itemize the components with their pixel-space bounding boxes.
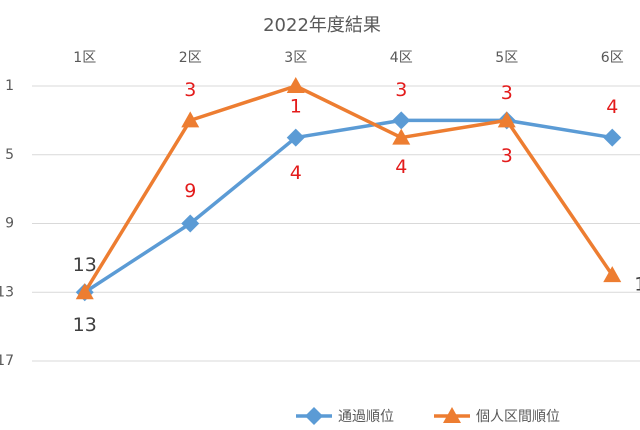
marker	[305, 407, 323, 425]
marker	[181, 214, 200, 233]
data-label: 3	[501, 82, 513, 104]
series-line	[83, 84, 614, 294]
marker	[392, 111, 411, 130]
x-tick-label: 3区	[284, 50, 307, 66]
marker	[75, 283, 94, 300]
y-tick-label: 17	[0, 353, 14, 369]
data-label: 4	[290, 162, 302, 184]
marker	[603, 266, 622, 283]
x-tick-label: 6区	[601, 50, 624, 66]
marker	[392, 128, 411, 145]
data-label: 13	[73, 254, 97, 276]
marker	[497, 111, 516, 128]
data-label: 1	[290, 96, 302, 118]
x-tick-label: 1区	[73, 50, 96, 66]
marker	[286, 128, 305, 147]
marker	[286, 77, 305, 93]
data-label: 3	[184, 79, 196, 101]
data-label: 4	[606, 96, 618, 118]
marker	[603, 128, 622, 147]
data-label: 12	[634, 274, 640, 296]
legend-label: 個人区間順位	[476, 409, 560, 425]
y-tick-label: 13	[0, 284, 14, 300]
data-label: 4	[395, 156, 407, 178]
data-label: 3	[501, 145, 513, 167]
data-label: 3	[395, 79, 407, 101]
x-tick-label: 4区	[390, 50, 413, 66]
y-tick-label: 1	[5, 78, 14, 94]
series-line	[83, 118, 613, 294]
marker	[443, 407, 461, 423]
marker	[181, 111, 200, 128]
y-tick-label: 5	[5, 147, 14, 163]
x-tick-label: 5区	[495, 50, 518, 66]
legend-label: 通過順位	[338, 409, 394, 425]
chart-title: 2022年度結果	[263, 15, 381, 36]
data-label: 9	[184, 180, 196, 202]
x-tick-label: 2区	[179, 50, 202, 66]
data-label: 13	[73, 314, 97, 336]
y-tick-label: 9	[5, 216, 14, 232]
